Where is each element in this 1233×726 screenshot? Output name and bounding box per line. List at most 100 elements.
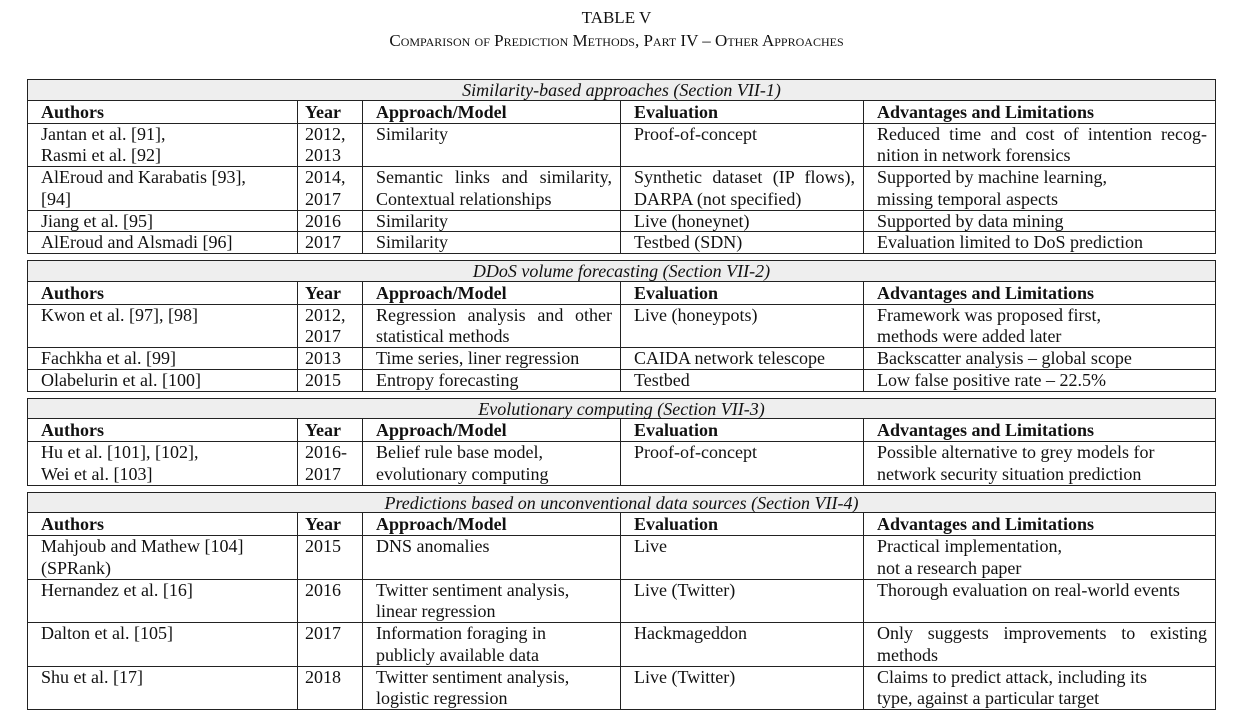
column-header: Authors bbox=[41, 420, 105, 441]
cell-text: Similarity bbox=[376, 210, 448, 231]
cell-text: 2017 bbox=[305, 326, 341, 347]
cell-text: Testbed bbox=[634, 369, 690, 390]
cell-text: Live bbox=[634, 536, 667, 556]
cell-text: Rasmi et al. [92] bbox=[41, 145, 161, 166]
column-rule bbox=[362, 100, 363, 253]
column-rule bbox=[620, 513, 621, 709]
cell-text: Kwon et al. [97], [98] bbox=[41, 304, 198, 325]
cell-text: 2014, bbox=[305, 167, 346, 187]
column-header: Evaluation bbox=[634, 514, 719, 535]
cell-text: network security situation prediction bbox=[877, 463, 1142, 484]
cell-text: Hu et al. [101], [102], bbox=[41, 442, 199, 462]
column-rule bbox=[297, 419, 298, 485]
cell-text: Proof-of-concept bbox=[634, 123, 757, 144]
cell-text: methods were added later bbox=[877, 326, 1062, 347]
column-header: Approach/Model bbox=[376, 420, 507, 441]
column-header: Evaluation bbox=[634, 282, 719, 303]
column-header: Year bbox=[305, 514, 341, 535]
cell-text: statistical methods bbox=[376, 326, 510, 347]
cell-text: Similarity bbox=[376, 123, 448, 144]
row-rule bbox=[27, 441, 1215, 442]
column-rule bbox=[362, 419, 363, 485]
cell-text: 2012, bbox=[305, 304, 346, 325]
cell-text: Proof-of-concept bbox=[634, 442, 757, 462]
cell-text: Twitter sentiment analysis, bbox=[376, 666, 570, 687]
cell-text: Fachkha et al. [99] bbox=[41, 348, 176, 368]
cell-text: Belief rule base model, bbox=[376, 442, 543, 462]
row-rule bbox=[27, 622, 1215, 623]
table-title: TABLE V bbox=[581, 8, 652, 27]
cell-text: Reduced time and cost of intention recog… bbox=[877, 123, 1207, 144]
row-rule bbox=[27, 122, 1215, 124]
cell-text: CAIDA network telescope bbox=[634, 348, 825, 368]
cell-text: Claims to predict attack, including its bbox=[877, 666, 1147, 687]
cell-text: Thorough evaluation on real-world events bbox=[877, 579, 1180, 600]
column-rule bbox=[297, 100, 298, 253]
column-rule bbox=[362, 513, 363, 709]
cell-text: Practical implementation, bbox=[877, 536, 1062, 556]
row-rule bbox=[27, 665, 1215, 667]
cell-text: Live (Twitter) bbox=[634, 666, 736, 687]
cell-text: 2016- bbox=[305, 442, 347, 462]
cell-text: Jantan et al. [91], bbox=[41, 123, 166, 144]
row-rule bbox=[27, 166, 1215, 167]
cell-text: logistic regression bbox=[376, 688, 508, 709]
column-rule bbox=[362, 281, 363, 391]
column-header: Advantages and Limitations bbox=[877, 282, 1095, 303]
cell-text: DARPA (not specified) bbox=[634, 188, 802, 209]
row-rule bbox=[27, 347, 1215, 348]
cell-text: 2015 bbox=[305, 369, 341, 390]
cell-text: Framework was proposed first, bbox=[877, 304, 1101, 325]
row-rule bbox=[27, 368, 1215, 370]
cell-text: methods bbox=[877, 644, 938, 665]
cell-text: Low false positive rate – 22.5% bbox=[877, 369, 1106, 390]
section-box bbox=[27, 260, 1216, 392]
cell-text: (SPRank) bbox=[41, 557, 112, 578]
cell-text: Twitter sentiment analysis, bbox=[376, 579, 570, 600]
cell-text: 2017 bbox=[305, 463, 341, 484]
cell-text: publicly available data bbox=[376, 644, 539, 665]
cell-text: Semantic links and similarity, bbox=[376, 167, 612, 187]
cell-text: Testbed (SDN) bbox=[634, 232, 743, 253]
column-rule bbox=[620, 100, 621, 253]
column-header: Evaluation bbox=[634, 101, 719, 122]
column-header: Approach/Model bbox=[376, 282, 507, 303]
cell-text: Live (Twitter) bbox=[634, 579, 736, 600]
cell-text: Information foraging in bbox=[376, 623, 546, 643]
cell-text: not a research paper bbox=[877, 557, 1022, 578]
cell-text: Shu et al. [17] bbox=[41, 666, 143, 687]
row-rule bbox=[27, 303, 1215, 305]
cell-text: Supported by data mining bbox=[877, 210, 1064, 231]
cell-text: type, against a particular target bbox=[877, 688, 1100, 709]
cell-text: Similarity bbox=[376, 232, 448, 253]
cell-text: 2016 bbox=[305, 579, 341, 600]
cell-text: Jiang et al. [95] bbox=[41, 210, 153, 231]
section-box bbox=[27, 491, 1216, 710]
row-rule bbox=[27, 209, 1215, 211]
column-header: Evaluation bbox=[634, 420, 719, 441]
cell-text: 2013 bbox=[305, 145, 341, 166]
column-header: Approach/Model bbox=[376, 101, 507, 122]
cell-text: linear regression bbox=[376, 601, 496, 622]
cell-text: Mahjoub and Mathew [104] bbox=[41, 536, 244, 556]
cell-text: Live (honeypots) bbox=[634, 304, 758, 325]
column-header: Year bbox=[305, 101, 341, 122]
section-caption: Evolutionary computing (Section VII-3) bbox=[28, 398, 1215, 420]
column-header: Authors bbox=[41, 514, 105, 535]
cell-text: Dalton et al. [105] bbox=[41, 623, 173, 643]
column-header: Authors bbox=[41, 101, 105, 122]
cell-text: evolutionary computing bbox=[376, 463, 549, 484]
cell-text: Possible alternative to grey models for bbox=[877, 442, 1155, 462]
cell-text: Entropy forecasting bbox=[376, 369, 519, 390]
cell-text: 2015 bbox=[305, 536, 341, 556]
column-header: Authors bbox=[41, 282, 105, 303]
section-caption: Similarity-based approaches (Section VII… bbox=[28, 80, 1215, 101]
cell-text: Regression analysis and other bbox=[376, 304, 612, 325]
cell-text: Hernandez et al. [16] bbox=[41, 579, 193, 600]
cell-text: AlEroud and Karabatis [93], bbox=[41, 167, 246, 187]
column-rule bbox=[863, 281, 864, 391]
row-rule bbox=[27, 578, 1215, 580]
cell-text: AlEroud and Alsmadi [96] bbox=[41, 232, 233, 253]
column-header: Advantages and Limitations bbox=[877, 101, 1095, 122]
